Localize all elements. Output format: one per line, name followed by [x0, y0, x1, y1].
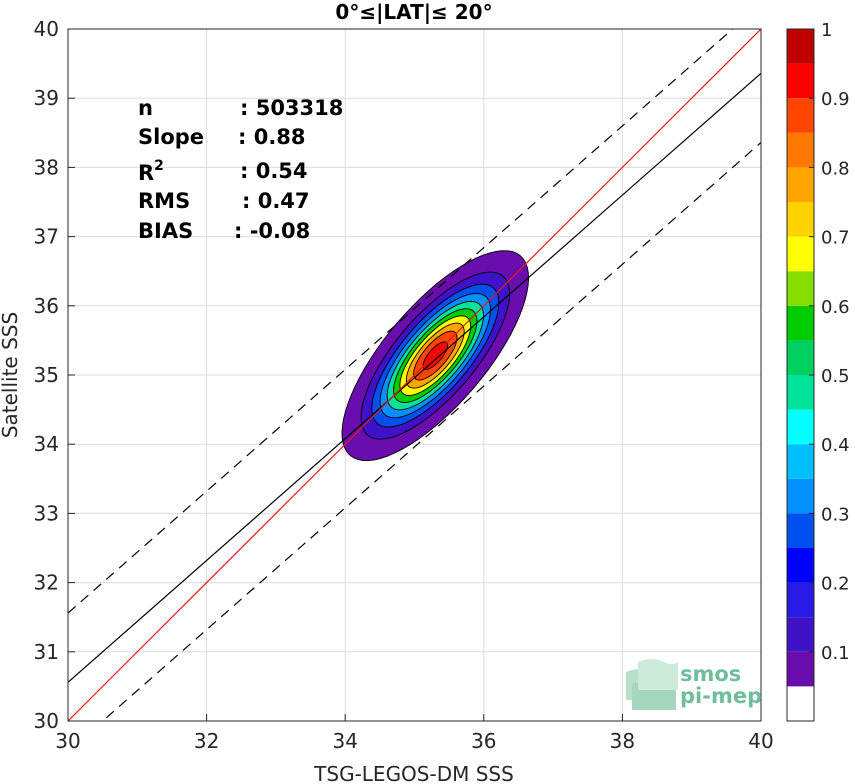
y-tick-label-9: 39 — [34, 86, 59, 110]
density-contours — [341, 250, 530, 462]
y-tick-label-5: 35 — [34, 363, 59, 387]
colorbar — [787, 29, 814, 721]
stat-value-bias: : -0.08 — [234, 219, 310, 243]
colorbar-band-2 — [787, 617, 814, 652]
stat-label-r2-sup: 2 — [154, 158, 164, 174]
logo-waves-icon — [626, 659, 678, 710]
y-tick-label-0: 30 — [34, 709, 59, 733]
logo-text-pimep: pi-mep — [680, 684, 762, 708]
stat-label-slope: Slope — [138, 125, 204, 149]
stat-value-slope: : 0.88 — [238, 125, 306, 149]
colorbar-band-14 — [787, 202, 814, 237]
x-tick-label-1: 32 — [194, 729, 219, 753]
colorbar-band-16 — [787, 132, 814, 168]
regression-lines — [68, 29, 761, 721]
stat-value-rms: : 0.47 — [242, 189, 310, 213]
x-tick-label-3: 36 — [471, 729, 496, 753]
colorbar-band-5 — [787, 513, 814, 548]
identity-line — [68, 29, 761, 721]
y-tick-label-3: 33 — [34, 501, 59, 525]
x-tick-label-4: 38 — [610, 729, 635, 753]
colorbar-tick-label-2: 0.3 — [821, 504, 850, 525]
colorbar-band-3 — [787, 582, 814, 618]
colorbar-band-4 — [787, 548, 814, 583]
colorbar-band-10 — [787, 340, 814, 375]
colorbar-tick-label-6: 0.7 — [821, 228, 850, 249]
x-tick-label-0: 30 — [55, 729, 80, 753]
colorbar-band-1 — [787, 651, 814, 687]
colorbar-band-15 — [787, 167, 814, 202]
chart-title: 0°≤|LAT|≤ 20° — [335, 0, 492, 24]
y-tick-label-2: 32 — [34, 571, 59, 595]
y-axis-ticks: 30 31 32 33 34 35 36 37 38 39 40 — [34, 17, 75, 733]
colorbar-tick-label-3: 0.4 — [821, 435, 850, 456]
colorbar-band-19 — [787, 29, 814, 64]
stats-annotation: n : 503318 Slope : 0.88 R2 : 0.54 RMS : … — [138, 96, 343, 243]
x-tick-label-2: 34 — [332, 729, 357, 753]
stat-label-bias: BIAS — [138, 219, 193, 243]
smos-pimep-logo: smos pi-mep — [626, 659, 762, 710]
colorbar-tick-label-9: 1 — [821, 20, 832, 41]
y-axis-label: Satellite SSS — [0, 312, 22, 438]
colorbar-band-6 — [787, 478, 814, 514]
stat-label-n: n — [138, 96, 153, 120]
grid — [67, 28, 762, 722]
fit-line — [68, 72, 761, 683]
y-tick-label-1: 31 — [34, 640, 59, 664]
x-axis-label: TSG-LEGOS-DM SSS — [313, 762, 514, 784]
y-tick-label-8: 38 — [34, 155, 59, 179]
stat-label-r2-base: R — [138, 161, 154, 185]
colorbar-ticks: 0.1 0.2 0.3 0.4 0.5 0.6 0.7 0.8 0.9 1 — [809, 20, 850, 664]
colorbar-band-13 — [787, 236, 814, 272]
colorbar-band-11 — [787, 305, 814, 341]
stat-value-r2: : 0.54 — [240, 159, 308, 183]
colorbar-band-8 — [787, 409, 814, 445]
colorbar-tick-label-7: 0.8 — [821, 158, 850, 179]
colorbar-band-7 — [787, 444, 814, 479]
y-tick-label-6: 36 — [34, 294, 59, 318]
colorbar-tick-label-1: 0.2 — [821, 574, 850, 595]
colorbar-tick-label-5: 0.6 — [821, 297, 850, 318]
x-axis-ticks: 30 32 34 36 38 40 — [55, 714, 774, 753]
bound-line-1 — [101, 142, 761, 721]
stat-label-rms: RMS — [138, 189, 190, 213]
colorbar-band-9 — [787, 375, 814, 410]
colorbar-band-18 — [787, 63, 814, 99]
logo-text-smos: smos — [680, 662, 741, 686]
bound-line-0 — [68, 29, 734, 614]
y-tick-label-10: 40 — [34, 17, 59, 41]
colorbar-band-12 — [787, 271, 814, 306]
colorbar-tick-label-4: 0.5 — [821, 366, 850, 387]
stat-value-n: : 503318 — [240, 96, 343, 120]
colorbar-tick-label-0: 0.1 — [821, 643, 850, 664]
colorbar-band-0 — [787, 686, 814, 721]
colorbar-tick-label-8: 0.9 — [821, 89, 850, 110]
colorbar-band-17 — [787, 98, 814, 133]
stat-label-r2: R2 — [138, 158, 164, 185]
y-tick-label-4: 34 — [34, 432, 59, 456]
y-tick-label-7: 37 — [34, 225, 59, 249]
x-tick-label-5: 40 — [748, 729, 773, 753]
